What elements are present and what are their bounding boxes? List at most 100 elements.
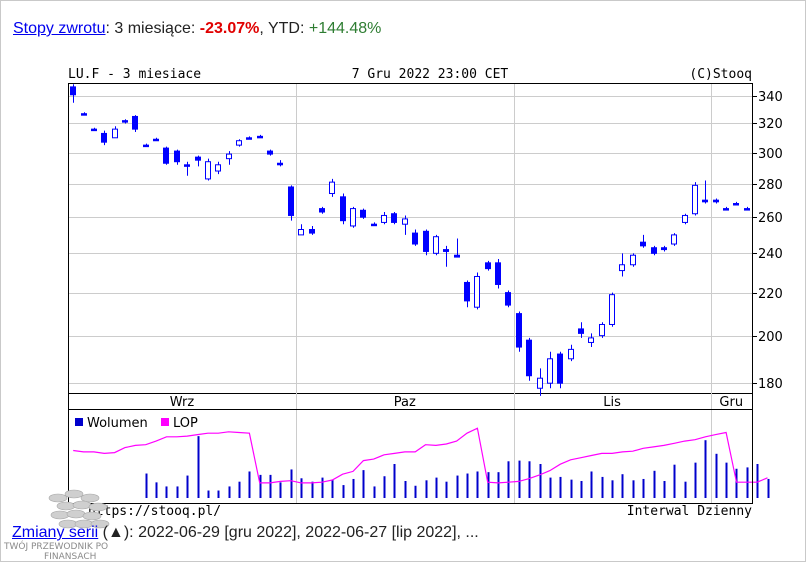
price-tick-label: 320 [758,117,783,132]
candle [692,184,698,215]
candle [733,203,739,206]
return-3m-value: -23.07% [199,20,260,37]
legend-volume-label: Wolumen [87,416,148,431]
candle [309,229,315,234]
candle [402,218,408,225]
month-label: Wrz [170,395,195,410]
candle [505,292,511,306]
price-grid [68,96,757,384]
candle [474,275,480,308]
price-tick-label: 200 [758,330,783,345]
candle [454,254,460,258]
legend-lop-swatch [161,418,169,426]
return-ytd-value: +144.48% [308,20,382,37]
month-label: Paz [394,395,416,410]
logo-line2: FINANSACH [44,552,96,562]
candle [101,132,107,143]
candle [184,164,190,167]
candle [319,208,325,213]
chart-ticker: LU.F - 3 miesiace [68,67,201,82]
series-changes: Zmiany serii (▲): 2022-06-29 [gru 2022],… [12,524,479,542]
candle [205,161,211,180]
candle [340,196,346,222]
price-tick-label: 280 [758,178,783,193]
price-tick-label: 300 [758,147,783,162]
chart-url: https://stooq.pl/ [88,504,221,519]
series-changes-link[interactable]: Zmiany serii [12,524,99,541]
logo: TWÓJ PRZEWODNIK PO FINANSACH [3,489,110,562]
candle [682,214,688,223]
candle [163,147,169,164]
volume-panel-border [68,409,753,504]
candle [599,323,605,337]
candle [277,162,283,166]
price-chart: LU.F - 3 miesiace 7 Gru 2022 23:00 CET (… [68,67,783,519]
candle [433,236,439,254]
price-tick-label: 220 [758,287,783,302]
legend-lop-label: LOP [173,416,198,431]
candle [651,247,657,254]
candle [298,229,304,236]
candle [391,213,397,223]
candle [329,181,335,195]
candle [588,337,594,343]
price-tick-label: 260 [758,211,783,226]
month-label: Gru [719,395,743,410]
returns-header: Stopy zwrotu: 3 miesiące: -23.07%, YTD: … [13,20,381,38]
candle [464,281,470,302]
candle [195,156,201,161]
series-changes-text: : 2022-06-29 [gru 2022], 2022-06-27 [lip… [129,524,479,541]
lop-line [73,427,768,484]
volume-legend: Wolumen LOP [75,416,198,431]
chart-datetime: 7 Gru 2022 23:00 CET [352,67,509,82]
candle [122,120,128,123]
candle [619,264,625,272]
month-grid [68,83,752,503]
candle [257,135,263,139]
month-label: Lis [603,395,621,410]
candle [609,294,615,325]
candle [288,186,294,216]
candle [744,208,750,211]
chart-copyright: (C)Stooq [689,67,752,82]
candle [723,208,729,211]
candle [226,153,232,160]
candle [713,199,719,203]
candle [526,339,532,377]
candle [557,353,563,384]
candle [91,128,97,132]
candle [132,115,138,130]
candle [143,144,149,148]
price-tick-label: 180 [758,377,783,392]
candle [153,138,159,142]
candle [630,254,636,266]
returns-3m-label: : 3 miesiące: [105,20,200,37]
candle [70,86,76,96]
candle [350,208,356,227]
month-axis: Wrz Paz Lis Gru [170,395,743,410]
candle [246,137,252,140]
candle [371,223,377,227]
series-changes-marker: (▲) [98,524,130,541]
candle [81,113,87,116]
candle [412,232,418,245]
candle [671,234,677,245]
chart-interval: Interwal Dzienny [627,504,752,519]
candle [661,247,667,251]
logo-line1: TWÓJ PRZEWODNIK PO [3,540,108,552]
candle [112,128,118,139]
candle [215,164,221,172]
candle [485,262,491,270]
candle [360,209,366,218]
candle [267,150,273,155]
price-tick-label: 340 [758,90,783,105]
candle [443,249,449,252]
candle [702,199,708,203]
candle [381,214,387,223]
lop-series-line [73,427,768,484]
returns-link[interactable]: Stopy zwrotu [13,20,106,37]
volume-bars [145,436,770,498]
ytd-label: , YTD: [259,20,309,37]
candle [423,230,429,252]
price-panel-border [68,83,753,410]
